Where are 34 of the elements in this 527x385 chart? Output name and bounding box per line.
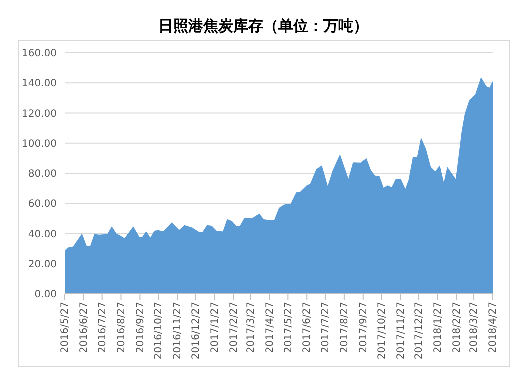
x-tick-label: 2016/12/27 — [190, 302, 202, 360]
y-tick-label: 160.00 — [22, 48, 57, 60]
x-tick-label: 2016/10/27 — [154, 302, 165, 360]
x-tick-label: 2017/6/27 — [302, 302, 314, 354]
x-tick-label: 2017/10/27 — [376, 302, 388, 360]
x-tick-label: 2016/7/27 — [97, 302, 108, 354]
y-tick-label: 60.00 — [28, 199, 57, 210]
x-tick-label: 2016/8/27 — [116, 302, 128, 354]
y-tick-label: 0.00 — [34, 290, 57, 301]
y-tick-label: 100.00 — [22, 138, 57, 150]
y-tick-label: 80.00 — [28, 169, 57, 180]
y-tick-label: 20.00 — [28, 259, 57, 270]
x-tick-label: 2017/7/27 — [320, 302, 332, 354]
y-tick-label: 40.00 — [28, 229, 57, 240]
x-tick-label: 2017/4/27 — [264, 302, 276, 354]
x-tick-label: 2017/2/27 — [228, 302, 240, 354]
chart-title: 日照港焦炭库存（单位：万吨） — [158, 16, 370, 37]
x-tick-label: 2016/5/27 — [60, 302, 72, 354]
x-tick-label: 2017/5/27 — [283, 302, 294, 354]
x-tick-label: 2016/6/27 — [79, 302, 90, 354]
x-tick-label: 2016/9/27 — [135, 302, 146, 354]
x-tick-label: 2017/11/27 — [396, 302, 407, 360]
x-tick-label: 2018/3/27 — [469, 302, 480, 354]
y-tick-label: 120.00 — [22, 108, 57, 120]
x-tick-label: 2018/2/27 — [452, 302, 464, 354]
x-tick-label: 2018/1/27 — [433, 302, 444, 354]
x-tick-label: 2017/3/27 — [246, 302, 257, 354]
x-tick-label: 2017/12/27 — [414, 302, 426, 360]
x-tick-label: 2017/1/27 — [210, 302, 221, 354]
x-tick-label: 2017/9/27 — [358, 302, 370, 354]
x-tick-label: 2017/8/27 — [340, 302, 351, 354]
y-tick-label: 140.00 — [22, 78, 57, 90]
x-tick-label: 2018/4/27 — [488, 302, 500, 354]
x-tick-label: 2016/11/27 — [172, 302, 184, 360]
